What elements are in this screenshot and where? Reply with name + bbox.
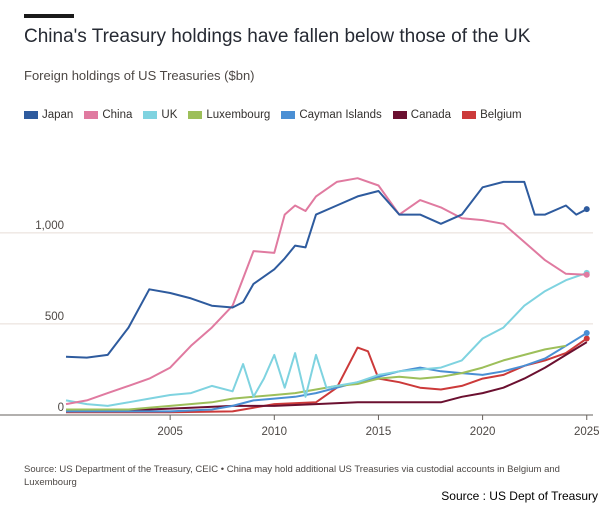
legend-item-canada: Canada	[392, 109, 452, 121]
chart-title: China's Treasury holdings have fallen be…	[24, 26, 531, 47]
legend-item-belgium: Belgium	[462, 109, 522, 121]
series-line-belgium	[66, 337, 588, 414]
legend-label: Belgium	[480, 109, 522, 121]
x-tick-label: 2005	[157, 426, 183, 438]
y-tick-label: 1,000	[35, 220, 64, 232]
legend-item-cayman-islands: Cayman Islands	[281, 109, 382, 121]
legend-swatch	[392, 111, 407, 119]
legend-label: Canada	[410, 109, 452, 121]
legend-item-japan: Japan	[24, 109, 73, 121]
legend-swatch	[281, 111, 296, 119]
legend-item-uk: UK	[143, 109, 177, 121]
legend-item-luxembourg: Luxembourg	[188, 109, 270, 121]
legend-swatch	[143, 111, 158, 119]
series-line-uk	[65, 271, 588, 407]
source-footnote: Source: US Department of the Treasury, C…	[24, 464, 560, 488]
end-point-china	[583, 271, 590, 278]
line-chart: 0 500 1,000 2005 2010 2015 2020 2025	[0, 177, 600, 438]
end-point-belgium	[583, 335, 590, 342]
legend-swatch	[188, 111, 203, 119]
x-tick-label: 2025	[574, 426, 600, 438]
legend-swatch	[462, 111, 477, 119]
series-line-japan	[65, 180, 588, 359]
y-tick-label: 500	[45, 311, 64, 323]
top-accent-bar	[24, 14, 74, 18]
legend-label: Cayman Islands	[299, 109, 382, 121]
legend-swatch	[84, 111, 99, 119]
legend-item-china: China	[84, 109, 132, 121]
source-credit: Source : US Dept of Treasury	[441, 489, 598, 503]
end-point-cayman-islands	[583, 330, 590, 337]
legend-label: China	[102, 109, 133, 121]
series-line-cayman-islands	[66, 332, 588, 413]
series-line-canada	[65, 341, 588, 413]
x-tick-label: 2010	[262, 426, 288, 438]
legend-swatch	[24, 111, 38, 119]
x-tick-label: 2020	[470, 426, 496, 438]
legend-label: UK	[161, 109, 178, 121]
legend-label: Japan	[42, 109, 74, 121]
y-tick-label: 0	[58, 402, 64, 414]
chart-subtitle: Foreign holdings of US Treasuries ($bn)	[24, 68, 255, 83]
x-tick-label: 2015	[366, 426, 392, 438]
chart-legend: Japan China UK Luxembourg Cayman Islands Cana…	[24, 109, 533, 121]
series-line-china	[65, 177, 587, 406]
legend-label: Luxembourg	[206, 109, 271, 121]
end-point-japan	[583, 206, 590, 213]
series-line-luxembourg	[66, 344, 567, 411]
